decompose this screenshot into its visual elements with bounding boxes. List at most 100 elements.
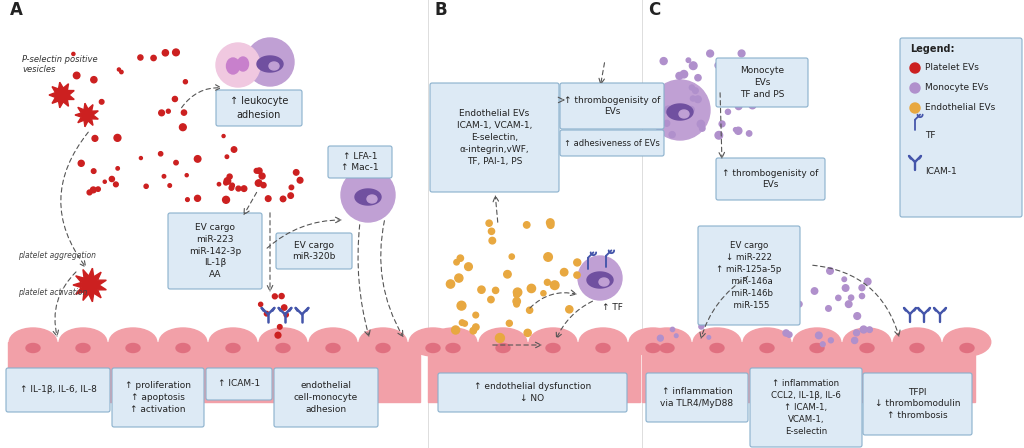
Circle shape [910, 83, 920, 93]
Ellipse shape [646, 344, 660, 353]
Circle shape [689, 62, 697, 69]
Circle shape [783, 330, 790, 336]
Circle shape [820, 342, 825, 347]
Circle shape [526, 307, 532, 313]
Circle shape [842, 277, 847, 281]
Circle shape [719, 121, 725, 127]
Circle shape [91, 77, 97, 83]
Circle shape [524, 329, 531, 336]
Circle shape [103, 180, 106, 183]
Circle shape [689, 85, 694, 90]
Circle shape [110, 177, 115, 181]
Circle shape [866, 327, 872, 332]
Circle shape [174, 160, 178, 165]
Circle shape [446, 280, 455, 288]
Circle shape [222, 196, 229, 203]
Circle shape [159, 152, 163, 156]
Circle shape [279, 293, 284, 299]
Ellipse shape [367, 195, 377, 203]
Circle shape [138, 55, 143, 60]
Polygon shape [73, 268, 106, 302]
Ellipse shape [9, 328, 56, 356]
Circle shape [694, 96, 701, 103]
Circle shape [735, 127, 741, 134]
Circle shape [478, 286, 485, 293]
Circle shape [114, 182, 118, 187]
Circle shape [216, 43, 260, 87]
Ellipse shape [410, 328, 457, 356]
Circle shape [254, 168, 259, 173]
FancyBboxPatch shape [646, 373, 748, 422]
FancyBboxPatch shape [430, 83, 559, 192]
Ellipse shape [743, 328, 791, 356]
Circle shape [341, 168, 395, 222]
Circle shape [217, 182, 220, 186]
Circle shape [227, 174, 232, 179]
Polygon shape [75, 103, 98, 127]
Circle shape [166, 109, 170, 113]
Circle shape [506, 320, 512, 326]
Circle shape [457, 255, 464, 261]
Circle shape [671, 327, 675, 332]
Circle shape [859, 293, 864, 299]
Ellipse shape [529, 328, 577, 356]
Circle shape [849, 295, 854, 300]
Ellipse shape [710, 344, 724, 353]
Circle shape [707, 313, 711, 318]
Bar [428, 342, 640, 402]
Circle shape [680, 70, 688, 78]
Ellipse shape [176, 344, 190, 353]
Circle shape [181, 110, 186, 115]
Circle shape [777, 288, 782, 293]
Text: Platelet EVs: Platelet EVs [925, 64, 979, 73]
Circle shape [162, 50, 169, 56]
Circle shape [195, 155, 201, 162]
FancyBboxPatch shape [900, 38, 1022, 217]
Ellipse shape [794, 328, 841, 356]
Circle shape [560, 268, 568, 276]
Circle shape [707, 50, 714, 57]
Circle shape [699, 125, 706, 131]
Ellipse shape [259, 328, 307, 356]
FancyBboxPatch shape [6, 368, 110, 412]
Circle shape [797, 302, 802, 307]
Circle shape [185, 174, 188, 177]
Circle shape [242, 186, 247, 191]
Polygon shape [667, 104, 693, 120]
Circle shape [697, 121, 705, 128]
Circle shape [544, 253, 552, 261]
Ellipse shape [693, 328, 740, 356]
Circle shape [773, 277, 778, 283]
Circle shape [457, 301, 466, 310]
Circle shape [96, 187, 100, 191]
Circle shape [715, 132, 723, 139]
Text: B: B [435, 1, 447, 19]
Circle shape [85, 109, 90, 115]
FancyBboxPatch shape [438, 373, 627, 412]
FancyBboxPatch shape [560, 130, 664, 156]
Ellipse shape [479, 328, 526, 356]
Circle shape [854, 313, 860, 319]
Circle shape [255, 180, 262, 186]
Circle shape [87, 190, 92, 195]
Text: ↑ TF: ↑ TF [602, 303, 623, 312]
Circle shape [513, 297, 520, 305]
Text: P-selectin positive: P-selectin positive [22, 55, 97, 64]
Text: vesicles: vesicles [22, 65, 55, 74]
Ellipse shape [309, 328, 356, 356]
Circle shape [151, 56, 157, 60]
Ellipse shape [226, 344, 240, 353]
Circle shape [470, 327, 476, 334]
Text: Monocyte
EVs
TF and PS: Monocyte EVs TF and PS [739, 66, 784, 99]
Circle shape [734, 94, 740, 100]
FancyBboxPatch shape [206, 368, 272, 400]
Text: TFPI
↓ thrombomodulin
↑ thrombosis: TFPI ↓ thrombomodulin ↑ thrombosis [874, 388, 961, 420]
Text: ↑ adhesiveness of EVs: ↑ adhesiveness of EVs [564, 138, 659, 147]
Ellipse shape [26, 344, 40, 353]
Circle shape [685, 106, 689, 110]
FancyBboxPatch shape [274, 368, 378, 427]
Circle shape [92, 135, 98, 141]
Circle shape [229, 185, 233, 190]
Circle shape [513, 288, 522, 297]
Text: endothelial
cell-monocyte
adhesion: endothelial cell-monocyte adhesion [294, 381, 358, 414]
